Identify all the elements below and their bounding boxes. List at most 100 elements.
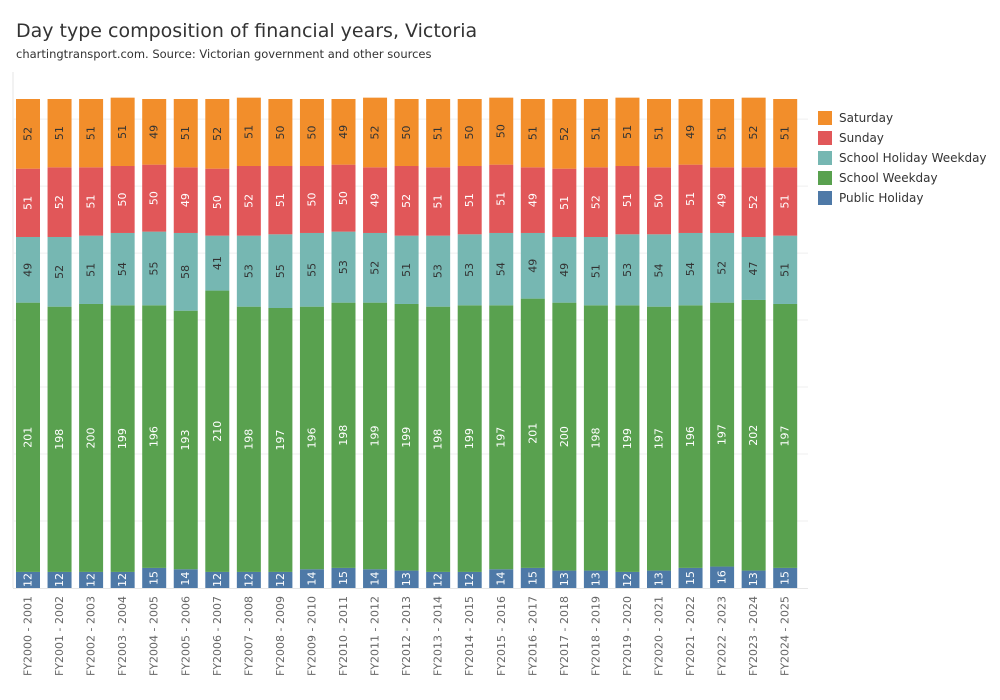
bar-segment-school-holiday-weekday xyxy=(426,235,451,307)
x-axis-tick-labels: FY2000 - 2001 FY2001 - 2002 FY2002 - 2003 F… xyxy=(22,596,792,676)
bar-segment-school-weekday xyxy=(773,303,798,568)
bar-stack: 16 197 52 49 51 xyxy=(710,99,735,588)
bar-segment-school-holiday-weekday xyxy=(205,235,230,291)
x-tick-label: FY2024 - 2025 xyxy=(779,596,792,676)
bar-segment-school-weekday xyxy=(520,298,545,568)
bar-stack: 15 196 54 51 49 xyxy=(678,99,703,588)
bar-segment-saturday xyxy=(16,99,40,169)
bar-segment-sunday xyxy=(615,165,640,235)
data-label: 51 xyxy=(779,194,792,208)
bar-segment-sunday xyxy=(426,167,451,236)
bar-segment-school-holiday-weekday xyxy=(142,231,167,306)
x-tick-label: FY2002 - 2003 xyxy=(85,596,98,676)
bar-stack: 12 200 51 51 51 xyxy=(79,99,104,588)
bar-segment-sunday xyxy=(394,165,419,236)
bar-segment-sunday xyxy=(236,165,261,236)
legend-item[interactable]: Saturday xyxy=(818,108,987,128)
bar-segment-school-weekday xyxy=(678,305,703,568)
bar-segment-school-holiday-weekday xyxy=(268,234,293,308)
x-tick-label: FY2022 - 2023 xyxy=(716,596,729,676)
data-label: 52 xyxy=(400,194,413,208)
bar-stack: 12 201 49 51 52 xyxy=(16,99,40,588)
data-label: 12 xyxy=(274,573,287,587)
bar-segment-school-weekday xyxy=(710,302,735,567)
data-label: 50 xyxy=(305,125,318,139)
legend-item[interactable]: School Holiday Weekday xyxy=(818,148,987,168)
bar-segment-school-weekday xyxy=(79,303,104,572)
bar-segment-saturday xyxy=(583,99,608,168)
data-label: 196 xyxy=(305,427,318,448)
bar-stack: 14 193 58 49 51 xyxy=(173,99,198,588)
data-label: 49 xyxy=(337,125,350,139)
x-tick-label: FY2001 - 2002 xyxy=(53,596,66,676)
data-label: 49 xyxy=(526,259,539,273)
data-label: 54 xyxy=(684,262,697,276)
data-label: 13 xyxy=(589,572,602,586)
bar-stack: 12 198 52 52 51 xyxy=(47,99,72,588)
data-label: 51 xyxy=(432,194,445,208)
bar-segment-saturday xyxy=(647,99,671,168)
data-label: 201 xyxy=(526,423,539,444)
bar-segment-school-holiday-weekday xyxy=(110,232,135,306)
x-tick-label: FY2010 - 2011 xyxy=(337,596,350,676)
bar-segment-school-weekday xyxy=(647,306,671,571)
bar-segment-saturday xyxy=(299,99,324,166)
bar-segment-sunday xyxy=(552,168,577,237)
data-label: 50 xyxy=(653,194,666,208)
data-label: 193 xyxy=(179,429,192,450)
data-label: 51 xyxy=(526,126,539,140)
bar-segment-school-holiday-weekday xyxy=(394,235,419,304)
bar-segment-public-holiday xyxy=(457,571,482,588)
bar-segment-school-weekday xyxy=(268,307,293,572)
data-label: 197 xyxy=(274,429,287,450)
bar-segment-public-holiday xyxy=(583,570,608,588)
data-label: 199 xyxy=(400,427,413,448)
legend-item[interactable]: School Weekday xyxy=(818,168,987,188)
data-label: 51 xyxy=(684,192,697,206)
data-label: 51 xyxy=(53,126,66,140)
x-tick-label: FY2016 - 2017 xyxy=(526,596,539,676)
data-label: 13 xyxy=(400,572,413,586)
data-label: 49 xyxy=(179,193,192,207)
bar-segment-public-holiday xyxy=(647,570,671,588)
data-label: 15 xyxy=(526,571,539,585)
data-label: 49 xyxy=(716,193,729,207)
legend-item[interactable]: Public Holiday xyxy=(818,188,987,208)
bar-segment-saturday xyxy=(741,97,766,168)
bar-segment-sunday xyxy=(173,167,198,233)
data-label: 14 xyxy=(179,572,192,586)
bar-segment-school-holiday-weekday xyxy=(16,236,40,303)
data-label: 13 xyxy=(747,572,760,586)
bar-stack: 13 200 49 51 52 xyxy=(552,99,577,588)
data-label: 51 xyxy=(558,196,571,210)
data-label: 54 xyxy=(495,262,508,276)
x-tick-label: FY2009 - 2010 xyxy=(305,596,318,676)
data-label: 52 xyxy=(747,195,760,209)
data-label: 52 xyxy=(242,194,255,208)
bar-segment-school-weekday xyxy=(142,305,167,568)
bar-segment-school-weekday xyxy=(173,310,198,570)
legend-label: School Weekday xyxy=(839,171,938,185)
x-tick-label: FY2021 - 2022 xyxy=(684,596,697,676)
data-label: 12 xyxy=(463,573,476,587)
data-label: 51 xyxy=(621,193,634,207)
legend-item[interactable]: Sunday xyxy=(818,128,987,148)
data-label: 16 xyxy=(716,570,729,584)
bar-segment-sunday xyxy=(363,167,388,233)
bar-segment-sunday xyxy=(142,164,167,232)
bar-stack: 13 197 54 50 51 xyxy=(647,99,671,588)
data-label: 12 xyxy=(432,573,445,587)
data-label: 51 xyxy=(179,126,192,140)
bar-segment-sunday xyxy=(16,168,40,237)
x-tick-label: FY2013 - 2014 xyxy=(432,596,445,676)
bar-segment-saturday xyxy=(110,97,135,166)
bar-segment-public-holiday xyxy=(520,567,545,588)
data-label: 52 xyxy=(589,195,602,209)
data-label: 198 xyxy=(432,429,445,450)
data-label: 50 xyxy=(305,192,318,206)
bar-segment-school-holiday-weekday xyxy=(331,231,356,303)
bar-segment-sunday xyxy=(457,165,482,235)
legend-swatch xyxy=(818,191,832,205)
bar-segment-saturday xyxy=(773,99,798,168)
data-label: 15 xyxy=(337,571,350,585)
